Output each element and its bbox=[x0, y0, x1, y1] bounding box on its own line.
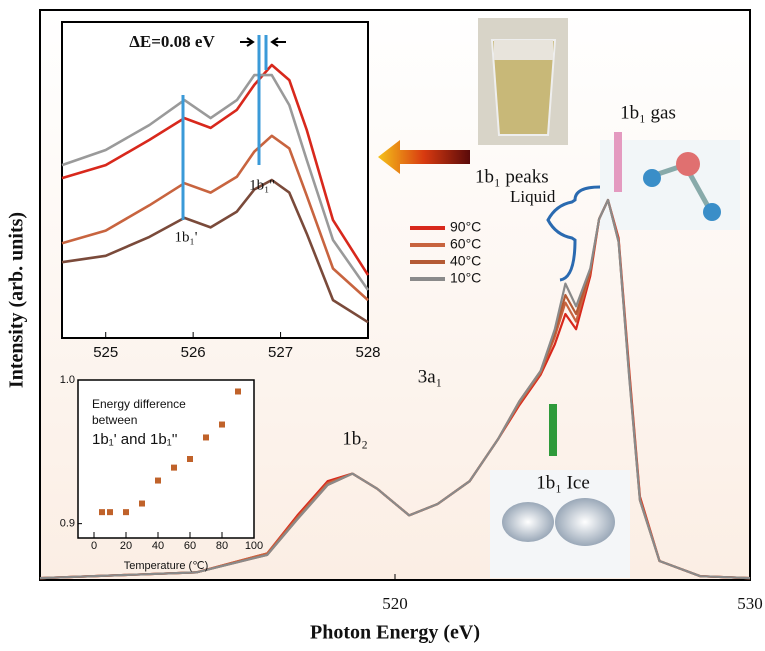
annotation: 3a₁ bbox=[418, 366, 443, 387]
legend-label: 60°C bbox=[450, 236, 481, 252]
point bbox=[203, 434, 209, 440]
x-tick-label: 527 bbox=[268, 344, 293, 361]
annotation: 1b₁'' bbox=[249, 177, 275, 193]
x-axis-label: Temperature (℃) bbox=[124, 560, 209, 572]
x-tick-label: 60 bbox=[184, 540, 196, 552]
annotation: 1b₁ gas bbox=[620, 102, 676, 123]
legend-label: 10°C bbox=[450, 270, 481, 286]
point bbox=[139, 501, 145, 507]
x-tick-label: 530 bbox=[737, 594, 763, 613]
ice-bar bbox=[549, 404, 557, 456]
inset-title: between bbox=[92, 413, 137, 427]
y-tick-label: 1.0 bbox=[60, 374, 75, 386]
point bbox=[219, 422, 225, 428]
legend-label: 40°C bbox=[450, 253, 481, 269]
gas-bar bbox=[614, 132, 622, 192]
annotation: 1b₁ peaks bbox=[475, 166, 549, 187]
x-tick-label: 40 bbox=[152, 540, 164, 552]
point bbox=[187, 456, 193, 462]
point bbox=[235, 388, 241, 394]
y-axis-label: Intensity (arb. units) bbox=[6, 212, 28, 388]
y-tick-label: 0.9 bbox=[60, 518, 75, 530]
x-tick-label: 525 bbox=[93, 344, 118, 361]
point bbox=[107, 509, 113, 515]
annotation: ΔE=0.08 eV bbox=[129, 32, 215, 51]
x-axis-label: Photon Energy (eV) bbox=[310, 622, 480, 644]
annotation: 1b₂ bbox=[342, 428, 368, 449]
figure: 1b₂ 3a₁ 1b₁ gas 1b₁ peaks Liquid 1b₁ Ice… bbox=[0, 0, 765, 651]
annotation: Liquid bbox=[510, 187, 556, 206]
x-tick-label: 0 bbox=[91, 540, 97, 552]
annotation: 1b₁ Ice bbox=[536, 472, 590, 493]
x-tick-label: 80 bbox=[216, 540, 228, 552]
x-tick-label: 100 bbox=[245, 540, 263, 552]
x-tick-label: 526 bbox=[181, 344, 206, 361]
point bbox=[99, 509, 105, 515]
annotation: 1b₁' bbox=[175, 229, 198, 245]
x-tick-label: 528 bbox=[355, 344, 380, 361]
legend-label: 90°C bbox=[450, 219, 481, 235]
point bbox=[123, 509, 129, 515]
x-tick-label: 20 bbox=[120, 540, 132, 552]
point bbox=[171, 465, 177, 471]
x-tick-label: 520 bbox=[382, 594, 408, 613]
inset-title: Energy difference bbox=[92, 397, 186, 411]
glass-photo bbox=[478, 18, 568, 145]
inset-title: 1b₁' and 1b₁'' bbox=[92, 431, 178, 448]
point bbox=[155, 478, 161, 484]
